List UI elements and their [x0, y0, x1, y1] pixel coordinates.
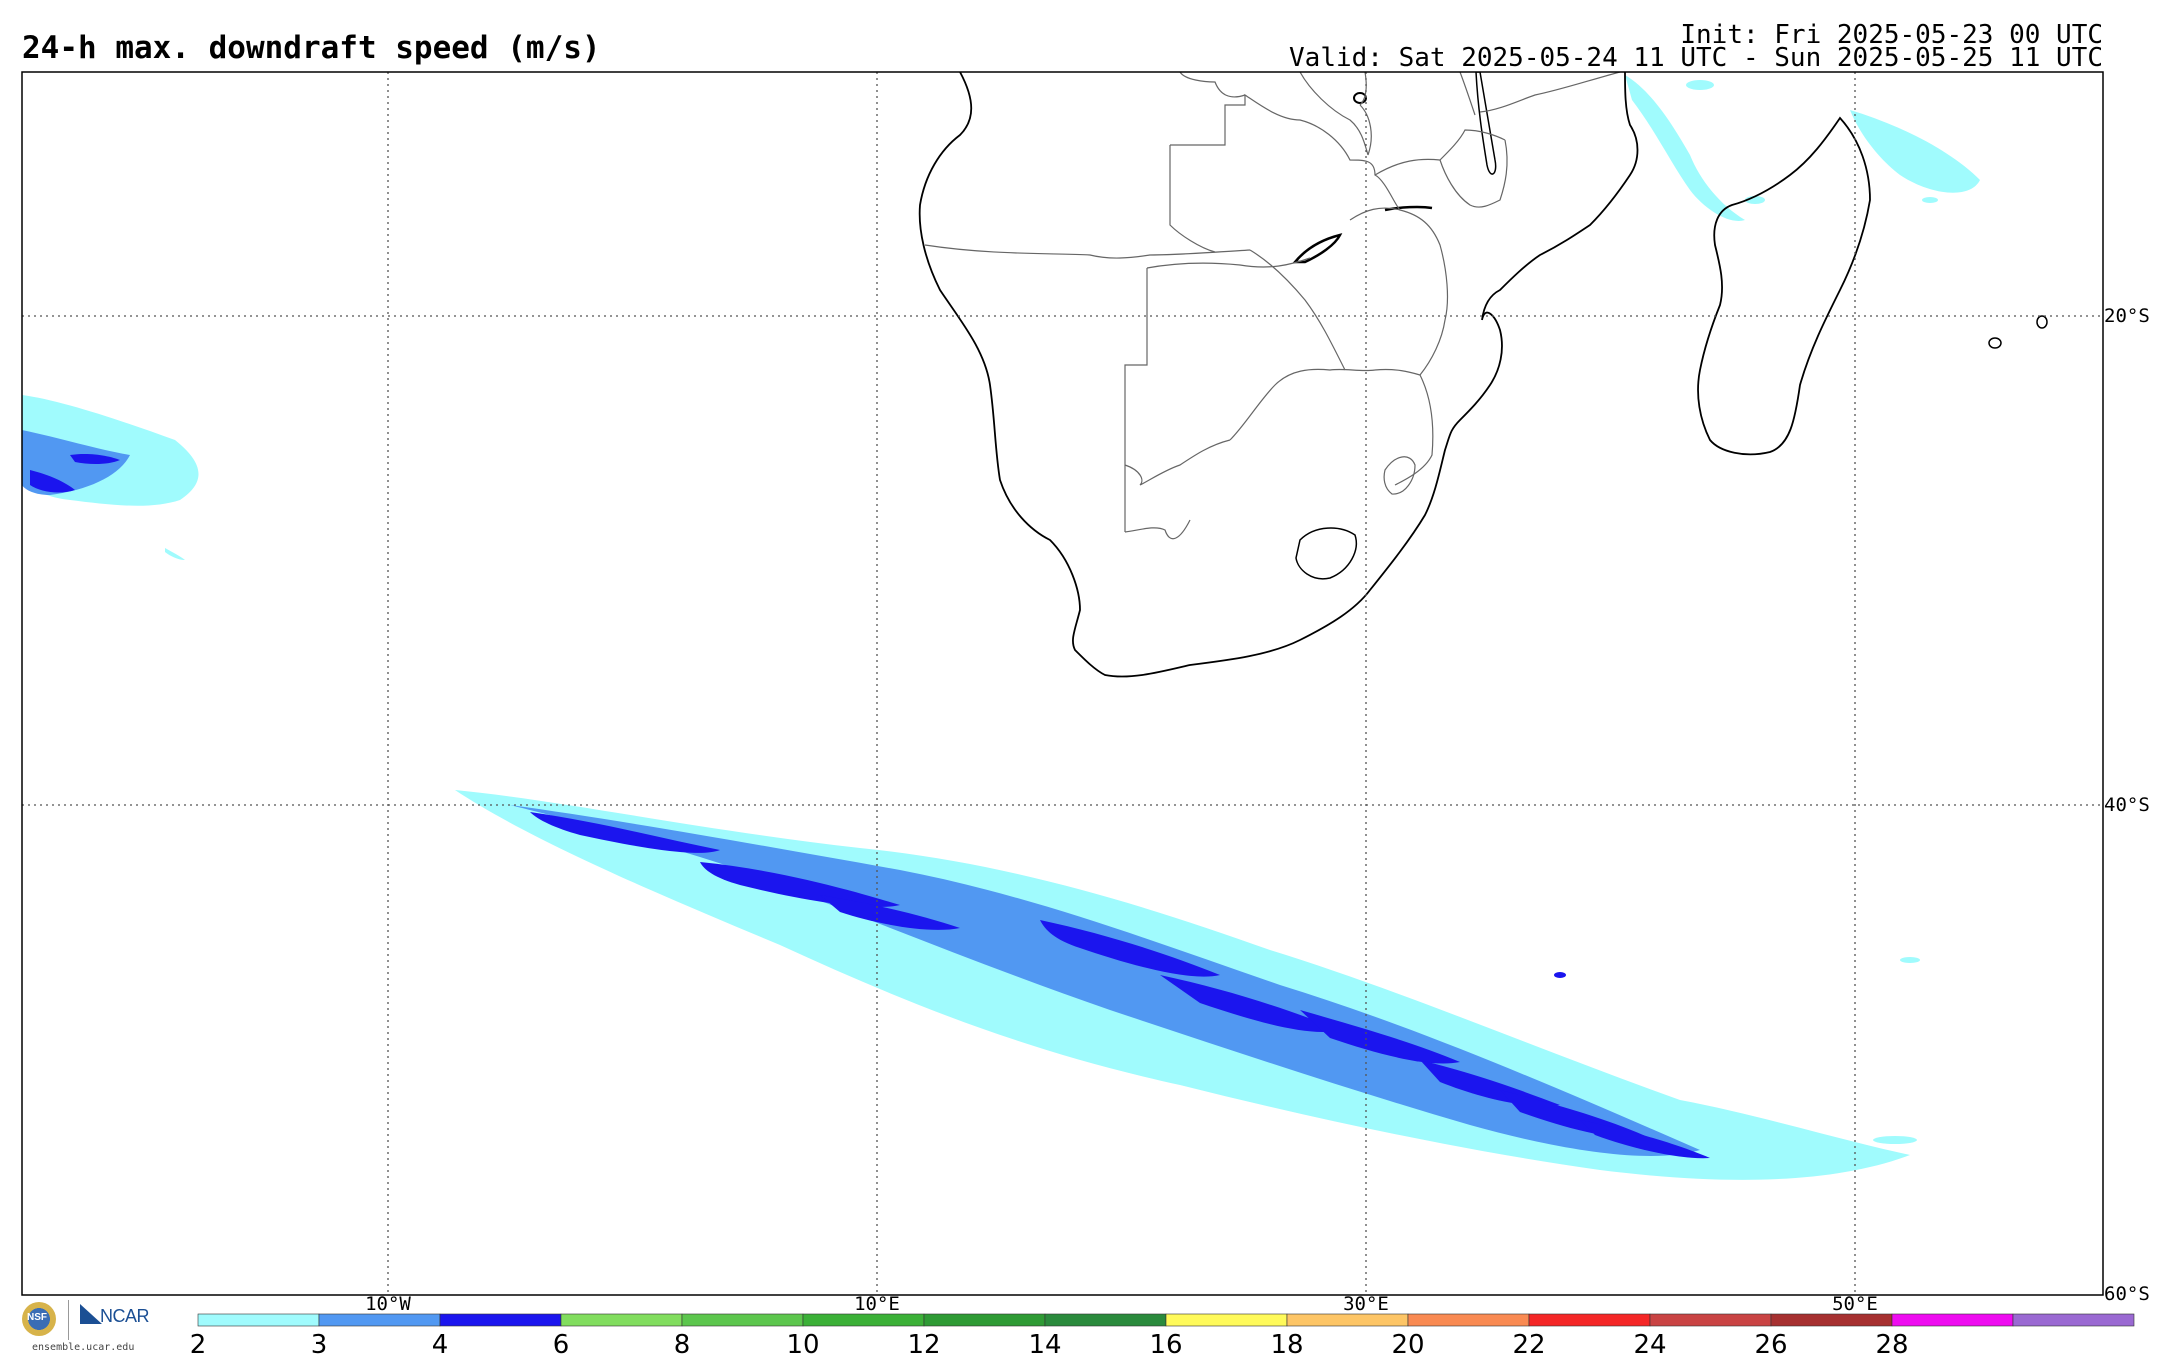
colorbar-swatch	[197, 1313, 320, 1327]
colorbar-level-label: 26	[1754, 1330, 1788, 1360]
map-title: 24-h max. downdraft speed (m/s)	[22, 30, 601, 66]
lat-label-20s: 20°S	[2104, 305, 2150, 327]
colorbar-swatch	[1165, 1313, 1288, 1327]
colorbar-swatch	[2012, 1313, 2135, 1327]
colorbar-swatch	[439, 1313, 562, 1327]
init-time: Init: Fri 2025-05-23 00 UTC	[1680, 20, 2103, 50]
lat-label-60s: 60°S	[2104, 1283, 2150, 1305]
colorbar-swatch	[802, 1313, 925, 1327]
valid-time-range: Valid: Sat 2025-05-24 11 UTC - Sun 2025-…	[1289, 43, 2103, 73]
lake-malawi-outline	[1475, 72, 1497, 175]
ncar-logo-mark	[80, 1304, 102, 1324]
mauritius-outline	[1988, 337, 2002, 349]
map-frame	[21, 71, 2104, 1296]
downdraft-field	[22, 75, 1980, 1180]
madagascar-coastline	[1697, 116, 1871, 456]
colorbar-level-label: 20	[1391, 1330, 1425, 1360]
logo-separator	[68, 1300, 69, 1340]
colorbar-swatch	[923, 1313, 1046, 1327]
colorbar-level-label: 14	[1028, 1330, 1062, 1360]
lon-label-10e: 10°E	[854, 1293, 900, 1315]
field-cells-northwest	[22, 395, 199, 560]
colorbar-level-label: 6	[552, 1330, 570, 1360]
lon-label-30e: 30°E	[1343, 1293, 1389, 1315]
field-band-4-6	[530, 812, 1710, 1159]
colorbar-swatch	[1044, 1313, 1167, 1327]
colorbar-level-label: 4	[431, 1330, 449, 1360]
colorbar-level-label: 16	[1149, 1330, 1183, 1360]
lon-label-50e: 50°E	[1832, 1293, 1878, 1315]
colorbar-level-label: 8	[673, 1330, 691, 1360]
colorbar-level-label: 22	[1512, 1330, 1546, 1360]
ncar-logo-text: NCAR	[100, 1306, 150, 1326]
lesotho-outline	[1295, 527, 1357, 580]
colorbar-level-label: 24	[1633, 1330, 1667, 1360]
lake-cahora-outline	[1384, 205, 1433, 212]
colorbar-level-label: 3	[310, 1330, 328, 1360]
colorbar-swatch	[1286, 1313, 1409, 1327]
africa-coastline	[918, 72, 1639, 678]
colorbar-level-label: 2	[189, 1330, 207, 1360]
lake-kariba-outline	[1292, 233, 1343, 264]
logos: NSF NCAR ensemble.ucar.edu	[22, 1298, 162, 1353]
reunion-outline	[2036, 315, 2048, 329]
coastlines	[918, 72, 2048, 678]
colorbar-level-label: 28	[1875, 1330, 1909, 1360]
colorbar-swatch	[1649, 1313, 1772, 1327]
country-borders	[924, 72, 1621, 540]
colorbar-swatch	[1770, 1313, 1893, 1327]
lon-label-10w: 10°W	[365, 1293, 411, 1315]
field-cells-northeast	[1625, 75, 1980, 1144]
colorbar-level-label: 18	[1270, 1330, 1304, 1360]
colorbar-swatch	[1407, 1313, 1530, 1327]
colorbar-swatch	[1891, 1313, 2014, 1327]
colorbar-swatch	[318, 1313, 441, 1327]
colorbar-swatch	[681, 1313, 804, 1327]
nsf-logo: NSF	[22, 1302, 56, 1336]
ensemble-url: ensemble.ucar.edu	[32, 1342, 135, 1353]
gridlines	[22, 72, 2103, 1295]
colorbar-swatch	[560, 1313, 683, 1327]
colorbar-level-label: 12	[907, 1330, 941, 1360]
colorbar-swatch	[1528, 1313, 1651, 1327]
colorbar-level-label: 10	[786, 1330, 820, 1360]
colorbar	[197, 1313, 2135, 1327]
lat-label-40s: 40°S	[2104, 794, 2150, 816]
